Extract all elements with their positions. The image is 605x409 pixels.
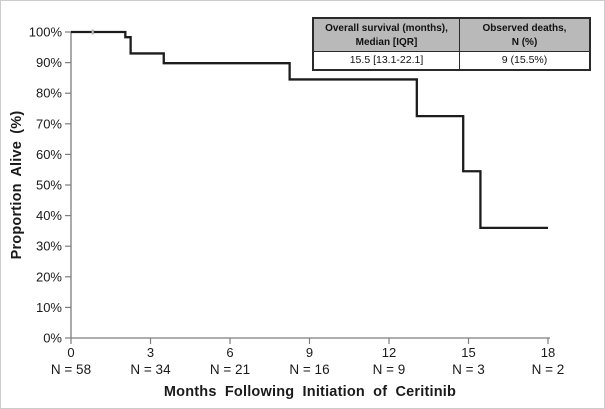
survival-summary-table: Overall survival (months), Median [IQR] …	[312, 17, 591, 71]
summary-header-observed-deaths-line2: N (%)	[511, 36, 538, 48]
at-risk-count: N = 16	[289, 362, 329, 377]
y-tick-label: 20%	[36, 269, 62, 284]
x-tick-label: 0	[67, 345, 74, 360]
at-risk-count: N = 2	[532, 362, 565, 377]
x-tick-label: 9	[306, 345, 313, 360]
summary-header-overall-survival: Overall survival (months), Median [IQR]	[314, 19, 460, 51]
y-tick-label: 100%	[29, 25, 63, 40]
at-risk-count: N = 3	[452, 362, 485, 377]
y-tick-label: 30%	[36, 239, 62, 254]
at-risk-count: N = 21	[210, 362, 250, 377]
x-tick-label: 18	[541, 345, 555, 360]
summary-header-observed-deaths: Observed deaths, N (%)	[460, 19, 589, 51]
summary-table-value-row: 15.5 [13.1-22.1] 9 (15.5%)	[314, 52, 589, 69]
x-tick-label: 12	[382, 345, 396, 360]
summary-header-observed-deaths-line1: Observed deaths,	[482, 23, 567, 34]
y-tick-label: 40%	[36, 208, 62, 223]
x-tick-label: 6	[226, 345, 233, 360]
y-tick-label: 50%	[36, 178, 62, 193]
at-risk-count: N = 9	[373, 362, 406, 377]
y-tick-label: 10%	[36, 300, 62, 315]
x-tick-label: 3	[147, 345, 154, 360]
at-risk-count: N = 58	[51, 362, 91, 377]
y-tick-label: 70%	[36, 116, 62, 131]
x-tick-label: 15	[461, 345, 475, 360]
at-risk-count: N = 34	[130, 362, 171, 377]
summary-value-median-iqr: 15.5 [13.1-22.1]	[314, 52, 460, 69]
y-axis-title: Proportion Alive (%)	[9, 110, 25, 260]
summary-header-overall-survival-line1: Overall survival (months),	[325, 23, 448, 34]
summary-header-overall-survival-line2: Median [IQR]	[355, 36, 418, 48]
x-axis-title: Months Following Initiation of Ceritinib	[163, 384, 457, 400]
summary-value-observed-deaths: 9 (15.5%)	[501, 54, 548, 66]
y-tick-label: 80%	[36, 86, 62, 101]
y-tick-label: 90%	[36, 55, 62, 70]
y-tick-label: 0%	[43, 331, 62, 346]
summary-table-header-row: Overall survival (months), Median [IQR] …	[314, 19, 589, 52]
survival-step-curve	[71, 30, 548, 229]
y-tick-label: 60%	[36, 147, 62, 162]
